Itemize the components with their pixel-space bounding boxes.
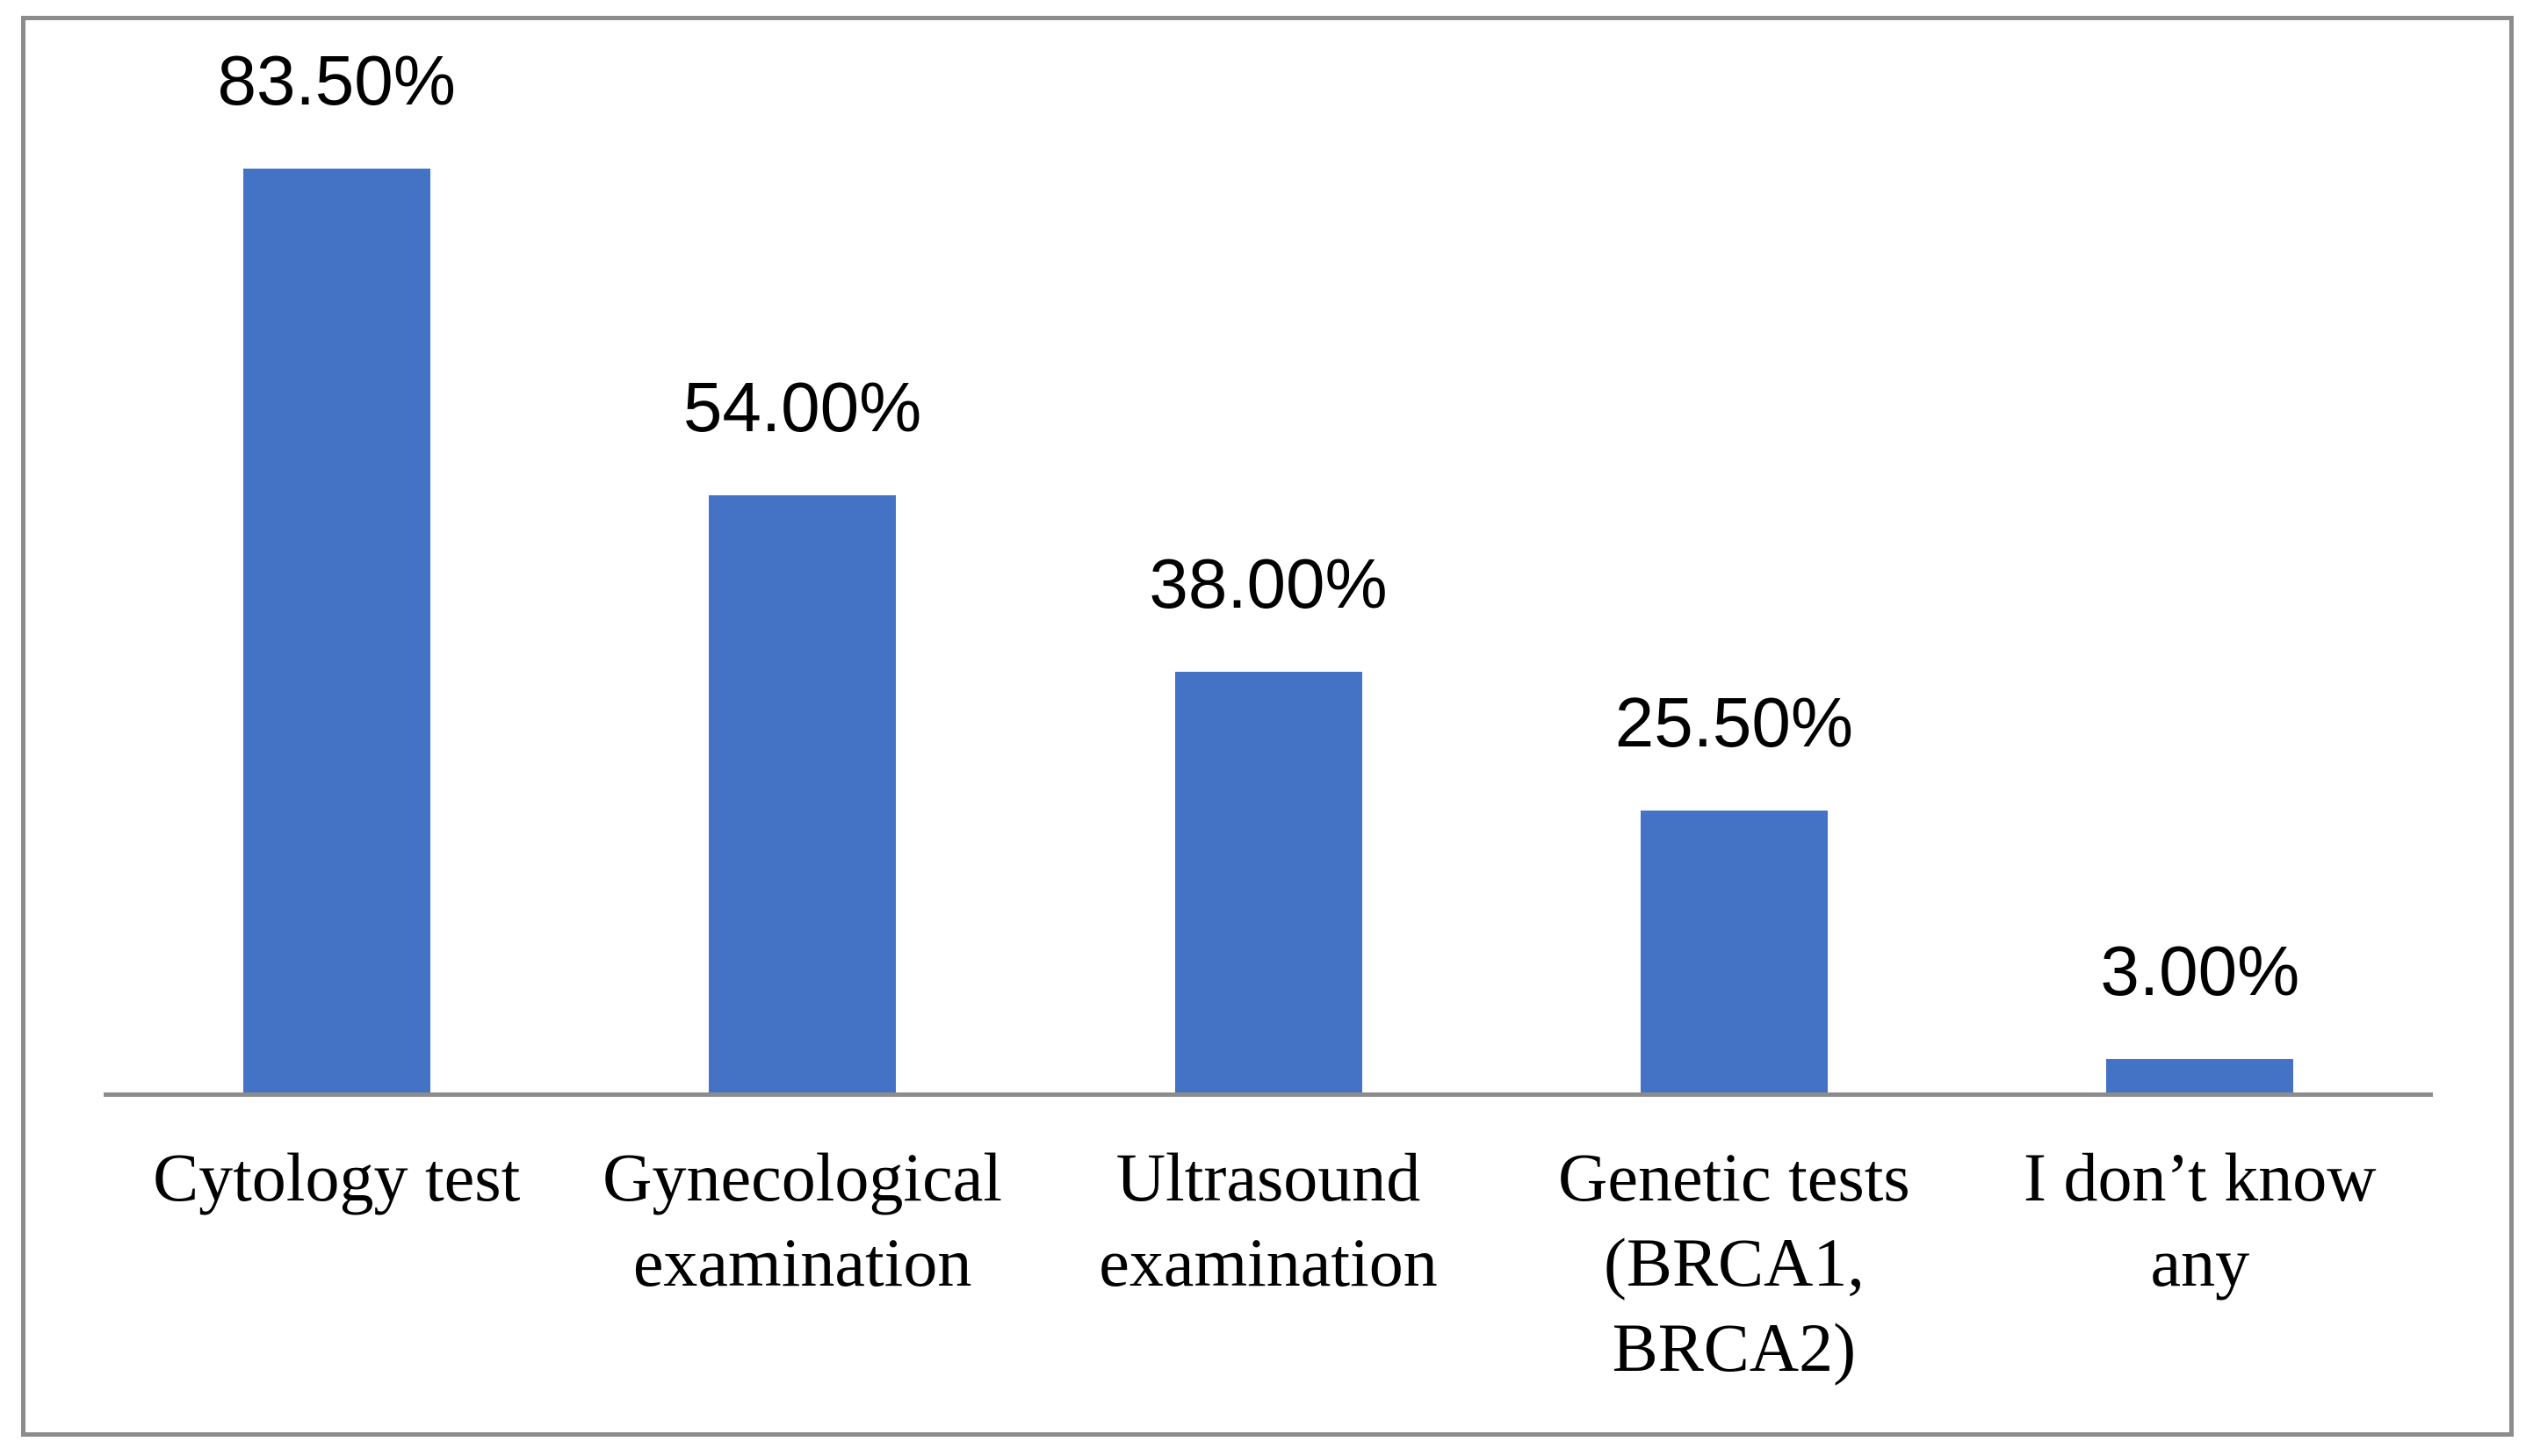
bar-gynecological-examination (709, 494, 897, 1092)
bar-ultrasound-examination (1174, 672, 1362, 1092)
category-label: Genetic tests (BRCA1, BRCA2) (1558, 1139, 1910, 1386)
bar-genetic-tests-brca1-brca2 (1640, 810, 1828, 1092)
bar-value-label: 25.50% (1614, 682, 1854, 761)
category-label: Gynecological examination (603, 1139, 1002, 1301)
category-label: Cytology test (153, 1139, 521, 1215)
x-axis-line (104, 1092, 2433, 1097)
bar-value-label: 54.00% (682, 367, 922, 446)
bar-value-label: 3.00% (2100, 932, 2300, 1011)
category-label: I don’t know any (2024, 1139, 2377, 1301)
bar-value-label: 83.50% (217, 40, 456, 119)
bar-cytology-test (242, 168, 430, 1092)
chart-border (21, 16, 2514, 1437)
bar-i-don-t-know-any (2106, 1059, 2294, 1092)
bar-value-label: 38.00% (1149, 544, 1388, 623)
category-label: Ultrasound examination (1099, 1139, 1438, 1301)
